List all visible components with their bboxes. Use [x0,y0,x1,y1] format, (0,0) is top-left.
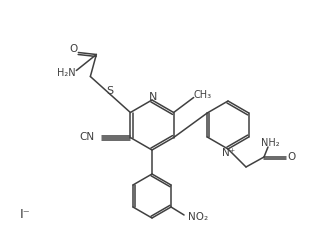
Text: N: N [149,92,157,102]
Text: NO₂: NO₂ [188,212,208,222]
Text: CH₃: CH₃ [194,90,212,99]
Text: CN: CN [79,133,94,142]
Text: H₂N: H₂N [57,68,76,78]
Text: N⁺: N⁺ [222,148,236,158]
Text: O: O [287,152,295,162]
Text: S: S [106,86,113,95]
Text: NH₂: NH₂ [261,138,279,148]
Text: I⁻: I⁻ [20,209,30,221]
Text: O: O [69,45,77,55]
